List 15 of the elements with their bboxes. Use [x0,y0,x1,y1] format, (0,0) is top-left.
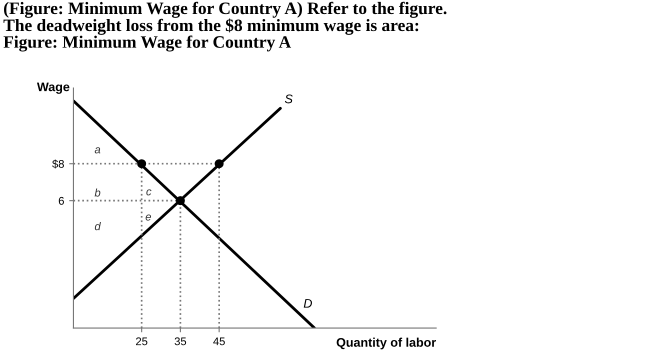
annotation: c [146,189,152,196]
annotation: e [146,214,152,221]
x-tick-label: 35 [174,337,186,346]
y-tick-label: $8 [52,160,64,169]
annotation: d [94,222,101,230]
x-axis-title: Quantity of labor [336,338,436,350]
annotation: a [94,147,100,154]
annotation: b [94,188,100,197]
y-axis-title: Wage [36,82,70,94]
x-tick-label: 25 [136,337,148,346]
series-label: S [284,94,293,104]
x-tick-label: 45 [213,338,225,346]
series-label: D [304,299,312,308]
chart-title: (Figure: Minimum Wage for Country A) Refer to the figure. The deadweight loss from the $8 minimum wage is area: Figure: Minimum Wage for Country A [4,2,446,52]
y-tick-label: 6 [58,196,64,205]
